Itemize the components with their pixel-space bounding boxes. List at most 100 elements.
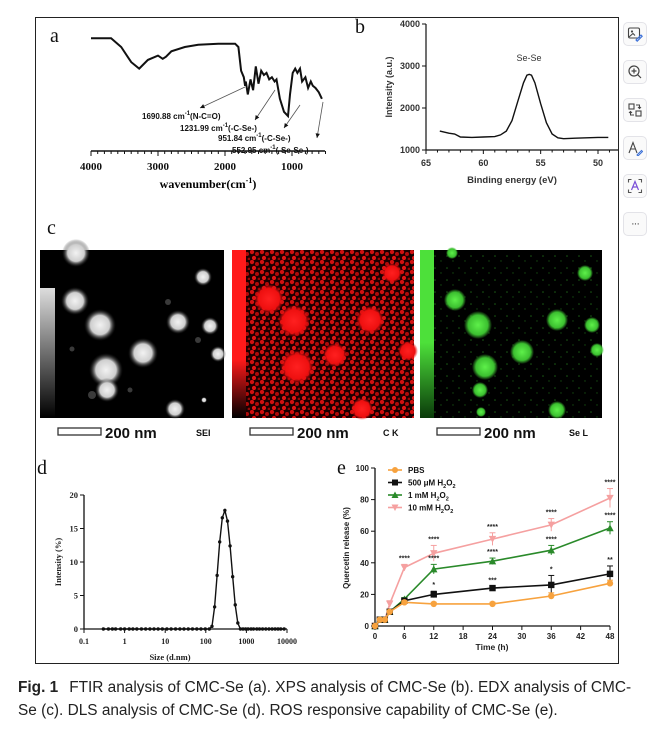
dls-data-point [241, 627, 245, 631]
release-marker-triangle [430, 565, 438, 573]
ftir-peak-value: 552.95 cm [232, 146, 270, 155]
release-x-axis-title: Time (h) [476, 642, 509, 652]
dls-data-point [135, 627, 139, 631]
svg-text:200 nm: 200 nm [105, 425, 157, 442]
xps-y-tick-label: 1000 [400, 145, 420, 155]
panel-label-d: d [37, 457, 47, 479]
xps-x-axis-title: Binding energy (eV) [467, 175, 557, 186]
image-edit-button[interactable] [623, 22, 647, 46]
edx-label-selenium: Se L [569, 428, 589, 438]
release-series-1: ******* [371, 557, 614, 630]
release-marker-triangle [547, 546, 555, 554]
dls-data-point [251, 627, 256, 631]
xps-x-tick-label: 60 [478, 158, 488, 168]
release-marker-circle [376, 616, 384, 623]
release-y-tick-label: 0 [365, 622, 370, 631]
legend-label: 500 μM H2O2 [408, 479, 456, 491]
text-edit-button[interactable] [623, 136, 647, 160]
release-x-tick-label: 24 [488, 632, 497, 641]
figure-canvas: a b c d e 4000 3000 2000 1000 wavenumber(cm… [37, 16, 618, 662]
release-marker-circle [401, 599, 408, 606]
zoom-in-button[interactable] [623, 60, 647, 84]
legend-label-text-2: O [446, 479, 452, 488]
ftir-chart: 4000 3000 2000 1000 wavenumber(cm-1) 1690.8… [80, 37, 326, 191]
edx-selenium-map [420, 247, 604, 419]
release-marker-circle [371, 622, 379, 630]
dls-data-point [101, 627, 106, 631]
dls-y-tick-label: 15 [70, 524, 79, 534]
dls-data-point [270, 627, 274, 631]
dls-data-point [212, 605, 217, 609]
ftir-peak-annotation: 1231.99 cm-1(-C-Se-) [180, 123, 257, 133]
release-marker-circle [430, 600, 437, 608]
legend-label: 1 mM H2O2 [408, 491, 449, 503]
release-y-tick-label: 100 [356, 464, 370, 473]
ftir-x-tick-label: 4000 [80, 161, 103, 173]
release-marker-circle [548, 592, 555, 600]
ftir-spectrum-line [91, 37, 323, 119]
dls-data-point [282, 627, 286, 631]
ftir-peak-group: (-C-Se-) [262, 134, 291, 143]
dls-data-point [223, 508, 227, 513]
text-edit-icon [628, 140, 643, 156]
xps-y-axis-title: Intensity (a.u.) [384, 56, 394, 117]
release-marker-circle [489, 600, 496, 608]
release-significance-label: **** [428, 536, 439, 543]
edx-scale-bar-selenium: 200 nm Se L [436, 425, 589, 442]
ftir-x-tick-label: 3000 [147, 161, 170, 173]
xps-x-tick-label: 55 [536, 158, 546, 168]
release-marker-triangle [606, 524, 614, 532]
release-marker-circle [606, 580, 614, 587]
more-icon: ··· [631, 218, 640, 230]
release-significance-label: **** [546, 510, 557, 517]
dls-data-point [118, 627, 123, 631]
convert-button[interactable] [623, 98, 647, 122]
ftir-x-tick-label: 2000 [214, 161, 237, 173]
ocr-icon [627, 178, 643, 194]
release-significance-label: *** [488, 578, 496, 585]
release-x-tick-label: 42 [576, 632, 585, 641]
panel-label-e: e [337, 457, 346, 479]
edx-scale-bar-sei: 200 nm SEI [57, 425, 211, 442]
ftir-peak-annotation: 1690.88 cm-1(N-C=O) [142, 111, 221, 121]
dls-data-point [106, 627, 111, 631]
dls-data-point [257, 627, 262, 631]
release-marker-triangle [391, 491, 399, 498]
release-y-tick-label: 60 [360, 527, 369, 536]
panel-label-c: c [47, 217, 56, 239]
release-x-tick-label: 36 [547, 632, 556, 641]
release-significance-label: **** [487, 524, 498, 531]
release-marker-triangle-down [606, 494, 614, 502]
more-button[interactable]: ··· [623, 212, 647, 236]
dls-y-tick-label: 5 [74, 591, 78, 601]
release-marker-circle [386, 608, 393, 615]
edx-sei-image [40, 239, 226, 419]
ocr-button[interactable] [623, 174, 647, 198]
release-marker-triangle-down [385, 600, 394, 608]
legend-label: PBS [408, 466, 425, 475]
release-marker-triangle-down [488, 535, 497, 543]
release-marker-square [606, 570, 614, 578]
edx-label-carbon: C K [383, 428, 399, 438]
release-significance-label: * [550, 566, 553, 573]
ftir-peak-group: (N-C=O) [190, 112, 221, 121]
ftir-peak-unit-sup: -1 [223, 123, 229, 129]
release-marker-square [489, 584, 496, 592]
xps-x-tick-label: 65 [421, 158, 431, 168]
legend-subscript-2: 2 [446, 497, 449, 503]
dls-line [103, 507, 285, 630]
ftir-peak-annotation: 951.84 cm-1(-C-Se-) [218, 133, 291, 143]
legend-subscript: 2 [441, 509, 444, 515]
dls-data-point [246, 627, 250, 631]
ftir-peak-group: (-Se-Se-) [276, 146, 309, 155]
dls-data-point [190, 627, 195, 631]
ftir-annotation-arrow [283, 104, 301, 129]
dls-x-tick-label: 10 [161, 637, 169, 646]
release-significance-label: **** [546, 536, 557, 543]
dls-data-point [113, 627, 118, 631]
ftir-peak-unit-sup: -1 [256, 133, 262, 139]
dls-x-tick-label: 0.1 [79, 637, 89, 646]
dls-x-axis-title: Size (d.nm) [149, 652, 190, 662]
release-significance-label: ** [607, 557, 613, 564]
